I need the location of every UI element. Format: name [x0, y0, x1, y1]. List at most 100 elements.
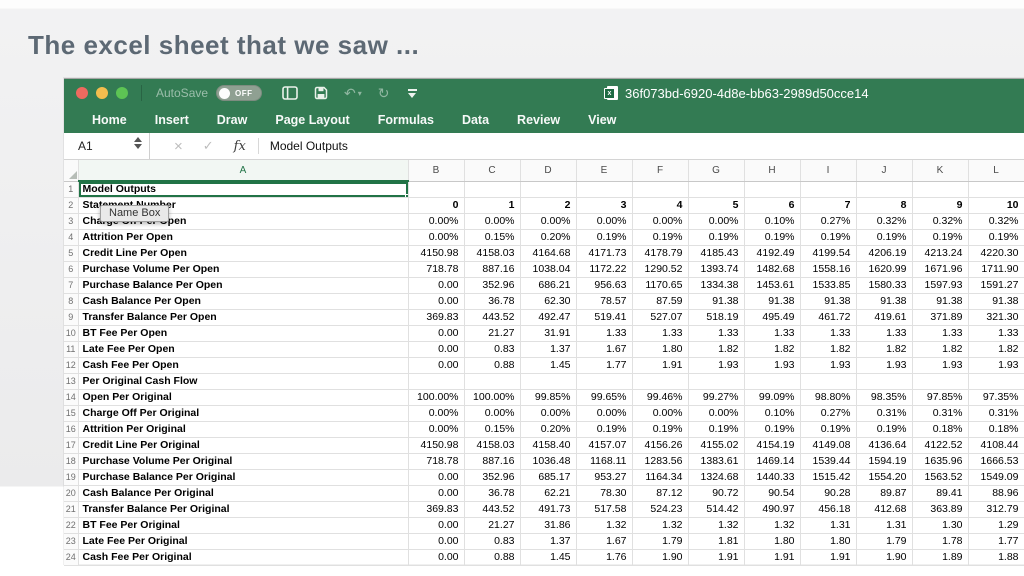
row-header-1[interactable]: 1: [64, 181, 79, 198]
row-header-18[interactable]: 18: [64, 453, 79, 470]
cell[interactable]: 1.91: [744, 549, 801, 566]
cell[interactable]: 1.80: [744, 533, 801, 550]
fullscreen-button[interactable]: [116, 87, 128, 99]
cell[interactable]: [744, 373, 801, 390]
cell[interactable]: 1.33: [968, 325, 1024, 342]
row-header-4[interactable]: 4: [64, 229, 79, 246]
cell[interactable]: 1.79: [632, 533, 689, 550]
cell[interactable]: 686.21: [520, 277, 577, 294]
cell[interactable]: 4164.68: [520, 245, 577, 262]
cell[interactable]: 0.00%: [688, 405, 745, 422]
cell[interactable]: 419.61: [856, 309, 913, 326]
cell[interactable]: 4150.98: [408, 437, 465, 454]
row-header-5[interactable]: 5: [64, 245, 79, 262]
cell[interactable]: 1164.34: [632, 469, 689, 486]
cell[interactable]: 1.80: [800, 533, 857, 550]
cell[interactable]: 1.37: [520, 341, 577, 358]
column-header-A[interactable]: A: [78, 160, 409, 182]
cell[interactable]: 4158.40: [520, 437, 577, 454]
column-header-L[interactable]: L: [968, 160, 1024, 182]
cell[interactable]: 0.88: [464, 357, 521, 374]
row-header-12[interactable]: 12: [64, 357, 79, 374]
cell[interactable]: 99.27%: [688, 389, 745, 406]
tab-review[interactable]: Review: [517, 113, 561, 127]
cell[interactable]: 99.65%: [576, 389, 633, 406]
row-label[interactable]: Transfer Balance Per Original: [78, 501, 409, 518]
cell[interactable]: 4192.49: [744, 245, 801, 262]
cell[interactable]: 1469.14: [744, 453, 801, 470]
cell[interactable]: 1.89: [912, 549, 969, 566]
cell[interactable]: 98.35%: [856, 389, 913, 406]
cell[interactable]: 91.38: [688, 293, 745, 310]
cell[interactable]: 4178.79: [632, 245, 689, 262]
cell[interactable]: 4154.19: [744, 437, 801, 454]
row-label[interactable]: Open Per Original: [78, 389, 409, 406]
cell[interactable]: 1.78: [912, 533, 969, 550]
cell[interactable]: 1.82: [800, 341, 857, 358]
cell[interactable]: 89.87: [856, 485, 913, 502]
cell[interactable]: 4199.54: [800, 245, 857, 262]
row-label[interactable]: BT Fee Per Original: [78, 517, 409, 534]
cell[interactable]: 1.32: [688, 517, 745, 534]
formula-input[interactable]: Model Outputs: [269, 139, 348, 153]
row-header-6[interactable]: 6: [64, 261, 79, 278]
cell[interactable]: [576, 181, 633, 198]
cell[interactable]: 1.91: [800, 549, 857, 566]
cell[interactable]: 0.19%: [632, 421, 689, 438]
autosave-toggle[interactable]: OFF: [216, 85, 263, 101]
row-header-19[interactable]: 19: [64, 469, 79, 486]
cell[interactable]: 1.82: [688, 341, 745, 358]
cell[interactable]: 1.30: [912, 517, 969, 534]
cell[interactable]: [856, 373, 913, 390]
cell[interactable]: 4206.19: [856, 245, 913, 262]
row-label[interactable]: Cash Fee Per Original: [78, 549, 409, 566]
cell[interactable]: 1.33: [912, 325, 969, 342]
toolbar-options-button[interactable]: [407, 88, 417, 98]
row-label[interactable]: Purchase Volume Per Original: [78, 453, 409, 470]
cell[interactable]: 100.00%: [408, 389, 465, 406]
cell[interactable]: 1.88: [968, 549, 1024, 566]
cell[interactable]: 0.15%: [464, 229, 521, 246]
cell[interactable]: 0.15%: [464, 421, 521, 438]
cell[interactable]: 524.23: [632, 501, 689, 518]
cell[interactable]: [408, 373, 465, 390]
enter-button[interactable]: ✓: [202, 138, 214, 153]
cell[interactable]: [856, 181, 913, 198]
tab-home[interactable]: Home: [92, 113, 127, 127]
cell[interactable]: 31.91: [520, 325, 577, 342]
cell[interactable]: 0.19%: [856, 229, 913, 246]
tab-data[interactable]: Data: [461, 113, 490, 127]
cell[interactable]: 0.00: [408, 549, 465, 566]
cell[interactable]: [632, 373, 689, 390]
cell[interactable]: 1558.16: [800, 261, 857, 278]
cell[interactable]: [576, 373, 633, 390]
cell[interactable]: 1036.48: [520, 453, 577, 470]
insert-function-button[interactable]: fx: [233, 138, 246, 154]
cell[interactable]: 4136.64: [856, 437, 913, 454]
cell[interactable]: 718.78: [408, 261, 465, 278]
cell[interactable]: 90.28: [800, 485, 857, 502]
tab-draw[interactable]: Draw: [216, 113, 248, 127]
cell[interactable]: 443.52: [464, 501, 521, 518]
row-header-14[interactable]: 14: [64, 389, 79, 406]
cell[interactable]: 78.30: [576, 485, 633, 502]
cell[interactable]: 4155.02: [688, 437, 745, 454]
row-header-13[interactable]: 13: [64, 373, 79, 390]
cell[interactable]: 1.77: [576, 357, 633, 374]
tab-formulas[interactable]: Formulas: [377, 113, 434, 127]
tab-insert[interactable]: Insert: [154, 113, 189, 127]
cell[interactable]: 87.59: [632, 293, 689, 310]
cell[interactable]: 0.20%: [520, 421, 577, 438]
cell[interactable]: 1334.38: [688, 277, 745, 294]
cell[interactable]: 4122.52: [912, 437, 969, 454]
cell[interactable]: 87.12: [632, 485, 689, 502]
cell[interactable]: 9: [912, 197, 969, 214]
cell[interactable]: 0.19%: [856, 421, 913, 438]
cell[interactable]: 1.33: [576, 325, 633, 342]
cell[interactable]: 0.00: [408, 341, 465, 358]
cell[interactable]: 4149.08: [800, 437, 857, 454]
cell[interactable]: 369.83: [408, 309, 465, 326]
cell[interactable]: [912, 373, 969, 390]
cell[interactable]: 90.54: [744, 485, 801, 502]
cell[interactable]: 1283.56: [632, 453, 689, 470]
